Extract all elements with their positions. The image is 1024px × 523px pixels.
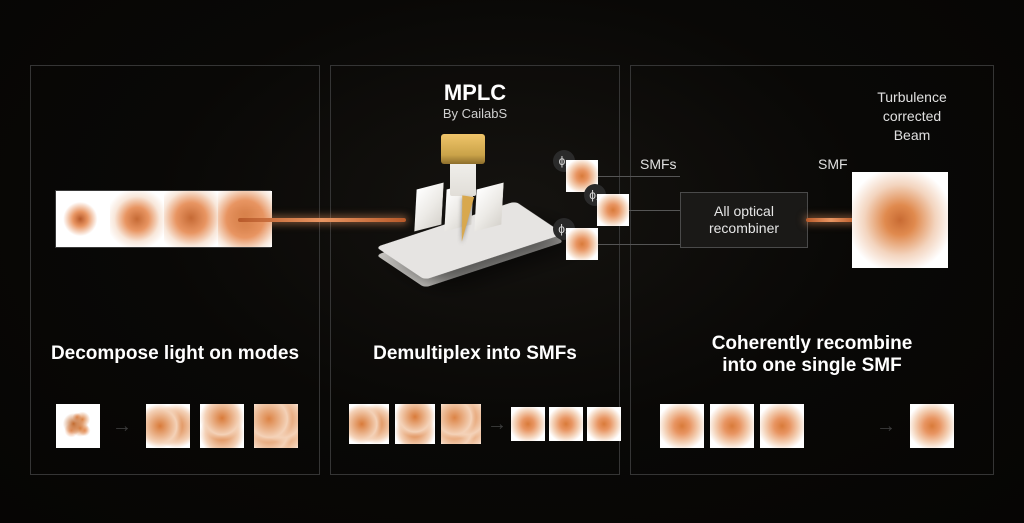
mplc-device bbox=[385, 158, 555, 268]
smf-line-3 bbox=[598, 244, 680, 245]
row2-smf-1 bbox=[511, 407, 545, 441]
row3-arrow-icon: → bbox=[876, 416, 896, 436]
smf-line-1 bbox=[598, 176, 680, 177]
row2-smf-3 bbox=[587, 407, 621, 441]
smf-line-2 bbox=[629, 210, 680, 211]
mplc-subtitle: By CailabS bbox=[330, 106, 620, 121]
output-beam bbox=[806, 218, 856, 222]
caption-decompose: Decompose light on modes bbox=[30, 343, 320, 365]
row2-mode-vv bbox=[395, 404, 435, 444]
smf-tap-3 bbox=[566, 228, 598, 260]
row3-smf-3 bbox=[760, 404, 804, 448]
smf-tap-2 bbox=[597, 194, 629, 226]
row1-mode-vv bbox=[200, 404, 244, 448]
output-label: Turbulence corrected Beam bbox=[852, 88, 972, 145]
input-speckle-2 bbox=[164, 191, 218, 247]
row2-arrow-icon: → bbox=[487, 414, 507, 434]
caption-demux: Demultiplex into SMFs bbox=[330, 343, 620, 365]
output-beam-box bbox=[852, 172, 948, 268]
row1-speckle bbox=[56, 404, 100, 448]
recombiner-box: All optical recombiner bbox=[680, 192, 808, 248]
row1-mode-4 bbox=[254, 404, 298, 448]
smf-label: SMF bbox=[818, 156, 848, 172]
input-speckle-0 bbox=[56, 191, 110, 247]
row2-mode-4 bbox=[441, 404, 481, 444]
smfs-label: SMFs bbox=[640, 156, 677, 172]
row2-mode-hh bbox=[349, 404, 389, 444]
row3-output bbox=[910, 404, 954, 448]
row1-arrow-icon: → bbox=[112, 416, 132, 436]
caption-recombine: Coherently recombine into one single SMF bbox=[630, 333, 994, 377]
diagram-canvas: MPLC By CailabS Turbulence corrected Bea… bbox=[0, 0, 1024, 523]
row3-smf-2 bbox=[710, 404, 754, 448]
row3-smf-1 bbox=[660, 404, 704, 448]
row2-smf-2 bbox=[549, 407, 583, 441]
mplc-title: MPLC bbox=[330, 80, 620, 106]
input-beam bbox=[238, 218, 406, 222]
input-speckle-1 bbox=[110, 191, 164, 247]
row1-mode-hh bbox=[146, 404, 190, 448]
